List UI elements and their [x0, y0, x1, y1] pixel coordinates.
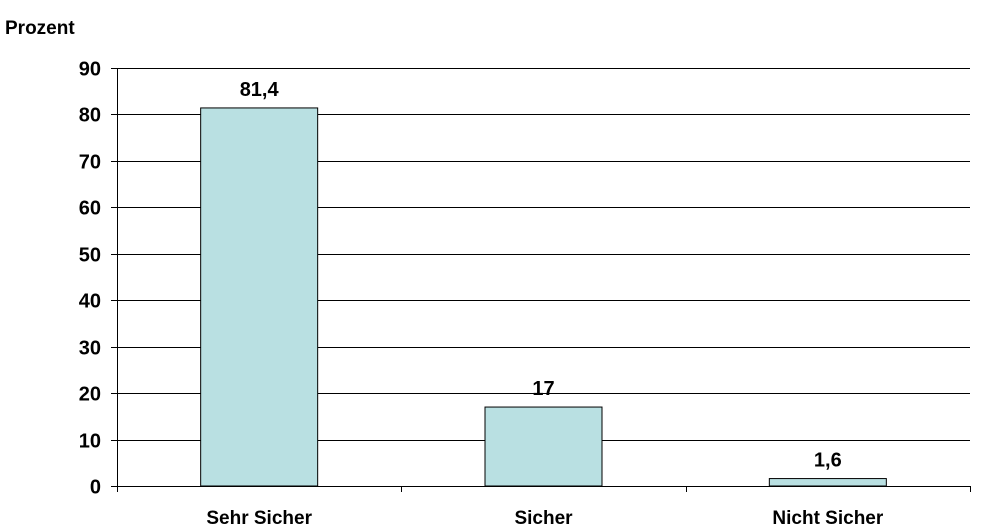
x-category-label: Nicht Sicher [772, 508, 883, 529]
y-tick-label: 60 [79, 198, 101, 220]
x-category-label: Sehr Sicher [206, 508, 312, 529]
bars [200, 107, 887, 487]
labels: 0 10 20 30 40 50 60 70 80 90 81,4 Sehr Sicher 17 Sich… [79, 59, 884, 530]
y-tick-label: 90 [79, 59, 101, 81]
y-tick-label: 80 [79, 105, 101, 127]
bar-sehr-sicher [200, 107, 319, 487]
x-category-label: Sicher [514, 508, 573, 529]
y-tick-label: 0 [90, 477, 101, 499]
bar-sicher [484, 406, 603, 487]
y-tick-label: 40 [79, 291, 101, 313]
y-axis-label: Prozent [5, 18, 75, 39]
y-tick-label: 50 [79, 245, 101, 267]
data-label: 81,4 [240, 79, 280, 101]
axes [111, 68, 971, 492]
data-label: 17 [532, 378, 554, 400]
y-tick-label: 70 [79, 152, 101, 174]
bar-nicht-sicher [768, 478, 887, 487]
y-tick-label: 30 [79, 338, 101, 360]
y-tick-label: 10 [79, 431, 101, 453]
data-label: 1,6 [814, 450, 842, 472]
y-tick-label: 20 [79, 384, 101, 406]
